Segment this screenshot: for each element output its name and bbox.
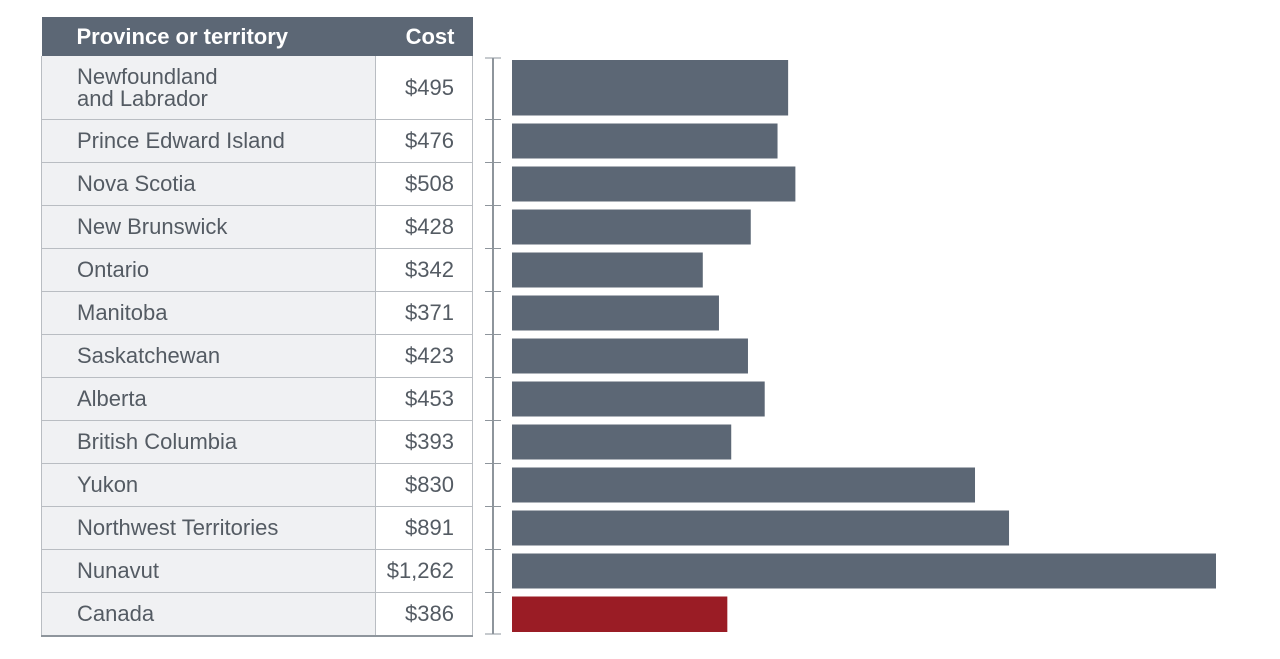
bar	[512, 381, 765, 417]
bar	[512, 252, 703, 288]
province-cost: $830	[375, 463, 473, 507]
table-row: Prince Edward Island $476	[41, 119, 473, 163]
province-name: Nunavut	[41, 549, 376, 593]
table-row: Northwest Territories $891	[41, 506, 473, 550]
bar	[512, 424, 732, 460]
table-row: Nova Scotia $508	[41, 162, 473, 206]
province-name: Alberta	[41, 377, 376, 421]
province-name: British Columbia	[41, 420, 376, 464]
province-name: Manitoba	[41, 291, 376, 335]
table-row: Alberta $453	[41, 377, 473, 421]
province-cost: $423	[375, 334, 473, 378]
table-row: Manitoba $371	[41, 291, 473, 335]
province-name: Ontario	[41, 248, 376, 292]
province-cost: $495	[375, 56, 473, 120]
table-row: Newfoundland and Labrador $495	[41, 56, 473, 120]
canada-bar	[512, 596, 728, 632]
bar	[512, 553, 1216, 589]
province-cost: $508	[375, 162, 473, 206]
table-header-row: Province or territory Cost	[41, 17, 473, 56]
bar	[512, 295, 719, 331]
bar	[512, 338, 748, 374]
table-row: Yukon $830	[41, 463, 473, 507]
table-body: Newfoundland and Labrador $495 Prince Edwar…	[41, 56, 473, 637]
table-row: British Columbia $393	[41, 420, 473, 464]
province-cost: $371	[375, 291, 473, 335]
province-cost: $393	[375, 420, 473, 464]
bar	[512, 60, 789, 116]
province-cost: $891	[375, 506, 473, 550]
province-cost: $386	[375, 592, 473, 637]
table-row: Nunavut $1,262	[41, 549, 473, 593]
header-province: Province or territory	[41, 17, 376, 56]
province-name: Yukon	[41, 463, 376, 507]
province-name: Northwest Territories	[41, 506, 376, 550]
province-name: Newfoundland and Labrador	[41, 56, 376, 120]
header-cost: Cost	[375, 17, 473, 56]
province-name: Nova Scotia	[41, 162, 376, 206]
cost-table: Province or territory Cost Newfoundland a…	[41, 17, 473, 637]
table-row: Canada $386	[41, 592, 473, 637]
province-name: Canada	[41, 592, 376, 637]
bar	[512, 510, 1010, 546]
table-row: Saskatchewan $423	[41, 334, 473, 378]
province-cost: $342	[375, 248, 473, 292]
province-cost: $453	[375, 377, 473, 421]
bar	[512, 123, 778, 159]
bar	[512, 209, 751, 245]
bar	[512, 467, 976, 503]
bar	[512, 166, 796, 202]
province-cost: $428	[375, 205, 473, 249]
province-cost: $476	[375, 119, 473, 163]
province-name: Saskatchewan	[41, 334, 376, 378]
province-name: Prince Edward Island	[41, 119, 376, 163]
table-row: Ontario $342	[41, 248, 473, 292]
province-name: New Brunswick	[41, 205, 376, 249]
province-cost: $1,262	[375, 549, 473, 593]
table-row: New Brunswick $428	[41, 205, 473, 249]
